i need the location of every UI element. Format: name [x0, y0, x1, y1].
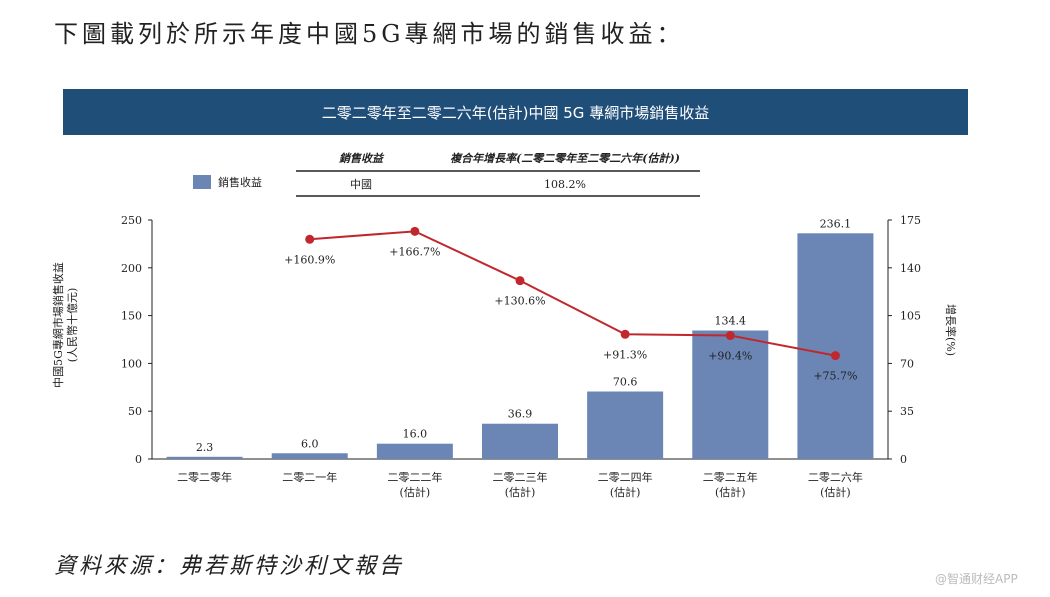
intro-text: 下圖載列於所示年度中國5G專網市場的銷售收益：	[54, 20, 685, 48]
growth-point	[830, 351, 840, 361]
bar-value-label: 134.4	[715, 315, 747, 328]
growth-label: +91.3%	[603, 348, 647, 361]
x-tick-label: 二零二一年	[282, 470, 337, 484]
legend-label: 銷售收益	[218, 175, 262, 189]
left-axis-label-line: (人民幣十億元)	[65, 288, 79, 363]
right-tick-label: 0	[900, 453, 907, 466]
left-tick-label: 50	[128, 405, 142, 418]
growth-label: +130.6%	[494, 295, 545, 308]
right-tick-label: 175	[900, 214, 921, 227]
left-tick-label: 100	[121, 357, 142, 370]
left-tick-label: 250	[121, 214, 142, 227]
growth-point	[725, 331, 735, 341]
bar-value-label: 36.9	[508, 408, 533, 421]
growth-point	[620, 329, 630, 339]
bar	[482, 423, 558, 459]
bar	[692, 330, 769, 459]
x-tick-label: (估計)	[715, 485, 746, 499]
chart-title-banner: 二零二零年至二零二六年(估計)中國 5G 專網市場銷售收益	[63, 89, 968, 135]
legend-col-header: 複合年增長率(二零二零年至二零二六年(估計))	[450, 152, 680, 165]
left-axis-label-line: 中國5G專網市場銷售收益	[51, 262, 65, 388]
right-tick-label: 35	[900, 405, 914, 418]
x-tick-label: 二零二二年	[387, 470, 442, 484]
x-tick-label: (估計)	[610, 485, 641, 499]
watermark: @智通财经APP	[935, 572, 1018, 586]
legend-swatch	[193, 175, 211, 189]
growth-label: +160.9%	[284, 253, 335, 266]
growth-point	[410, 226, 420, 236]
growth-label: +90.4%	[708, 350, 752, 363]
x-tick-label: (估計)	[400, 485, 431, 499]
bar	[166, 456, 243, 459]
growth-label: +75.7%	[813, 370, 857, 383]
right-tick-label: 105	[900, 310, 921, 323]
x-tick-label: (估計)	[820, 485, 851, 499]
growth-point	[515, 276, 525, 286]
legend-row-label: 中國	[350, 178, 372, 191]
x-tick-label: 二零二零年	[177, 470, 232, 484]
bar	[271, 453, 348, 459]
growth-line	[309, 230, 836, 357]
left-tick-label: 150	[121, 310, 142, 323]
right-tick-label: 140	[900, 262, 921, 275]
legend-row-value: 108.2%	[544, 178, 586, 191]
x-tick-label: 二零二五年	[703, 470, 758, 484]
x-tick-label: 二零二六年	[808, 470, 863, 484]
bar	[797, 233, 874, 459]
x-tick-label: (估計)	[505, 485, 536, 499]
bar	[587, 391, 664, 459]
growth-label: +166.7%	[389, 245, 440, 258]
left-tick-label: 200	[121, 262, 142, 275]
legend-col-header: 銷售收益	[339, 152, 385, 165]
right-axis-label: 增長率(%)	[944, 304, 958, 356]
x-tick-label: 二零二三年	[493, 470, 548, 484]
right-tick-label: 70	[900, 357, 914, 370]
bar-value-label: 16.0	[403, 428, 428, 441]
left-axis-label: 中國5G專網市場銷售收益(人民幣十億元)	[51, 262, 79, 388]
bar-value-label: 6.0	[301, 437, 319, 450]
source-note: 資料來源：弗若斯特沙利文報告	[54, 554, 405, 579]
bar-value-label: 2.3	[196, 441, 214, 454]
x-tick-label: 二零二四年	[598, 470, 653, 484]
bar-value-label: 70.6	[613, 376, 638, 389]
bar-value-label: 236.1	[820, 217, 852, 230]
growth-point	[305, 234, 315, 244]
bar	[376, 443, 453, 459]
left-tick-label: 0	[135, 453, 142, 466]
